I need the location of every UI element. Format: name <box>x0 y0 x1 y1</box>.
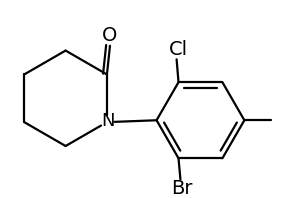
Text: N: N <box>101 112 115 130</box>
Text: Cl: Cl <box>169 40 188 59</box>
Text: Br: Br <box>171 179 193 198</box>
Text: O: O <box>102 26 118 45</box>
